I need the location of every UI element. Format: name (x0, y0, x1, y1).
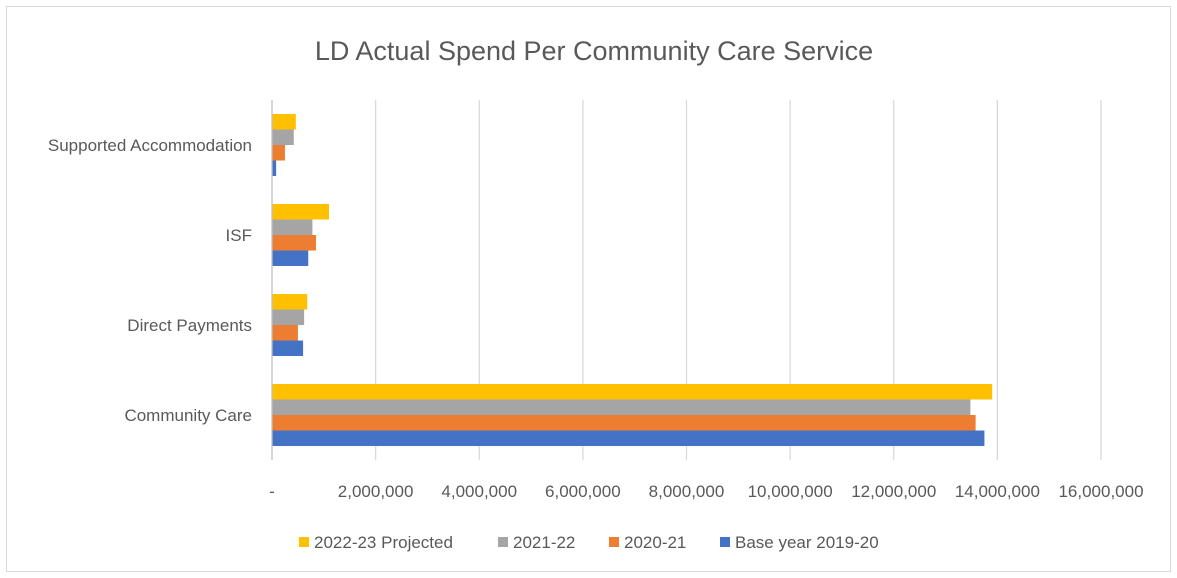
legend-swatch (720, 537, 730, 547)
legend: 2022-23 Projected 2021-22 2020-21 Base year… (299, 533, 879, 552)
legend-label: 2021-22 (513, 533, 575, 552)
x-tick-label: 12,000,000 (851, 482, 936, 501)
x-tick-label: 2,000,000 (338, 482, 414, 501)
bar (272, 145, 285, 161)
x-tick-label: 4,000,000 (441, 482, 517, 501)
x-tick-label: 14,000,000 (955, 482, 1040, 501)
bar (272, 129, 294, 145)
axes: - 2,000,000 4,000,000 6,000,000 8,000,000 10,… (48, 100, 1144, 501)
bars (272, 114, 993, 446)
category-label: Direct Payments (127, 316, 252, 335)
x-tick-label: - (269, 482, 275, 501)
x-tick-label: 6,000,000 (545, 482, 621, 501)
bar (272, 430, 985, 446)
chart-frame (6, 6, 1171, 572)
x-tick-label: 16,000,000 (1058, 482, 1143, 501)
legend-swatch (498, 537, 508, 547)
legend-label: 2022-23 Projected (314, 533, 453, 552)
bar (272, 399, 971, 415)
legend-swatch (299, 537, 309, 547)
bar (272, 384, 993, 400)
bar (272, 250, 309, 266)
chart-title: LD Actual Spend Per Community Care Servi… (315, 36, 873, 66)
bar (272, 294, 308, 310)
bar (272, 340, 304, 356)
bar (272, 114, 296, 130)
legend-label: 2020-21 (624, 533, 686, 552)
bar (272, 325, 298, 341)
category-label: ISF (226, 226, 252, 245)
category-label: Supported Accommodation (48, 136, 252, 155)
legend-swatch (609, 537, 619, 547)
x-tick-label: 8,000,000 (649, 482, 725, 501)
bar (272, 160, 277, 176)
bar (272, 309, 305, 325)
x-tick-label: 10,000,000 (748, 482, 833, 501)
bar (272, 235, 317, 251)
legend-label: Base year 2019-20 (735, 533, 879, 552)
category-label: Community Care (124, 406, 252, 425)
bar (272, 204, 329, 220)
bar (272, 219, 313, 235)
bar (272, 415, 976, 431)
